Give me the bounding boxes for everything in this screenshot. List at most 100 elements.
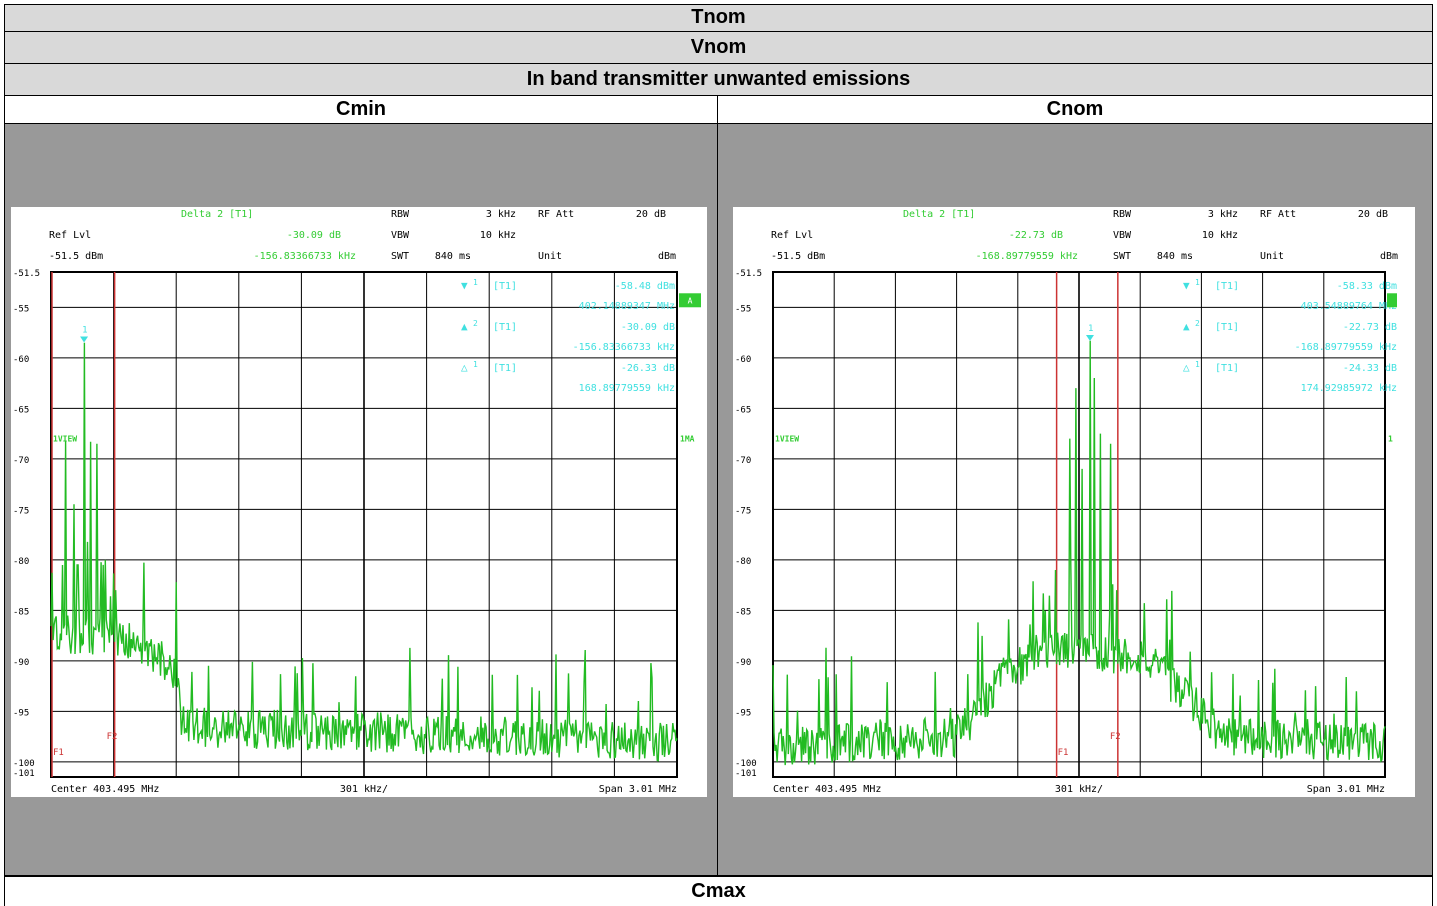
marker-symbol-icon: ▲ [1183, 320, 1190, 333]
y-tick-label: -70 [735, 456, 751, 466]
marker-number: 2 [1195, 319, 1200, 328]
trace-mode-label: 1MA [680, 435, 695, 444]
y-tick-label: -51.5 [13, 269, 40, 279]
vbw-label: VBW [1113, 230, 1132, 241]
y-tick-label: -85 [735, 607, 751, 617]
span-value: Span 3.01 MHz [1307, 784, 1385, 795]
vbw-value: 10 kHz [480, 230, 516, 241]
y-tick-label: -55 [735, 304, 751, 314]
marker-number: 1 [1195, 360, 1200, 369]
y-tick-label: -85 [13, 607, 29, 617]
vbw-label: VBW [391, 230, 410, 241]
y-tick-label: -55 [13, 304, 29, 314]
ref-level-value: -51.5 dBm [771, 251, 825, 262]
rf-att-label: RF Att [1260, 209, 1296, 220]
plot-background [11, 207, 707, 797]
delta-value: -22.73 dB [1009, 230, 1063, 241]
marker-frequency: 174.92985972 kHz [1301, 383, 1397, 394]
marker-symbol-icon: ▼ [461, 279, 468, 292]
a-badge: A [688, 296, 693, 305]
unit-value: dBm [1380, 251, 1398, 262]
y-tick-label: -95 [13, 708, 29, 718]
marker-value: -58.48 dBm [615, 281, 675, 292]
marker-symbol-icon: ▲ [461, 320, 468, 333]
marker-number: 1 [1195, 278, 1200, 287]
delta-marker-label: Delta 2 [T1] [903, 209, 975, 220]
marker-number: 1 [473, 278, 478, 287]
swt-label: SWT [391, 251, 409, 262]
spectrum-trace [50, 342, 678, 762]
row-cmax: Cmax [4, 876, 1433, 906]
y-tick-label: -75 [735, 506, 751, 516]
spectrum-trace [772, 340, 1386, 766]
swt-value: 840 ms [435, 251, 471, 262]
ref-level-label: Ref Lvl [49, 230, 91, 241]
delta-frequency: -156.83366733 kHz [254, 251, 356, 262]
y-tick-label: -100 [735, 759, 757, 769]
delta-value: -30.09 dB [287, 230, 341, 241]
marker-tag: [T1] [493, 281, 517, 292]
rf-att-label: RF Att [538, 209, 574, 220]
span-value: Span 3.01 MHz [599, 784, 677, 795]
y-tick-label: -65 [735, 405, 751, 415]
delta-marker-label: Delta 2 [T1] [181, 209, 253, 220]
marker-tag: [T1] [1215, 281, 1239, 292]
f2-label: F2 [1110, 732, 1121, 742]
marker-frequency: -156.83366733 kHz [573, 342, 675, 353]
y-tick-label: -70 [13, 456, 29, 466]
marker-symbol-icon: ▼ [1183, 279, 1190, 292]
title-row-tnom: Tnom [4, 4, 1433, 31]
title-row-vnom: Vnom [4, 31, 1433, 63]
swt-value: 840 ms [1157, 251, 1193, 262]
rbw-value: 3 kHz [486, 209, 516, 220]
swt-label: SWT [1113, 251, 1131, 262]
spectrum-plot-cnom: Delta 2 [T1] -22.73 dB -168.89779559 kHz Re… [733, 207, 1415, 797]
plot-background [733, 207, 1415, 797]
column-header-cmin: Cmin [4, 95, 718, 124]
a-badge-bg [679, 293, 701, 308]
y-tick-label: -90 [735, 658, 751, 668]
marker-number: 2 [473, 319, 478, 328]
y-tick-label: -101 [13, 769, 35, 779]
marker-value: -58.33 dBm [1337, 281, 1397, 292]
vbw-value: 10 kHz [1202, 230, 1238, 241]
view-label: 1VIEW [53, 435, 77, 444]
y-tick-label: -95 [735, 708, 751, 718]
y-tick-label: -80 [13, 557, 29, 567]
rf-att-value: 20 dB [1358, 209, 1388, 220]
y-tick-label: -100 [13, 759, 35, 769]
marker-tag: [T1] [493, 363, 517, 374]
center-frequency: Center 403.495 MHz [773, 784, 881, 795]
marker-number: 1 [473, 360, 478, 369]
ref-level-label: Ref Lvl [771, 230, 813, 241]
unit-value: dBm [658, 251, 676, 262]
peak-marker-icon [80, 336, 89, 343]
marker-frequency: 168.89779559 kHz [579, 383, 675, 394]
marker-symbol-icon: △ [461, 361, 468, 374]
trace-mode-label: 1 [1388, 435, 1393, 444]
marker-value: -30.09 dB [621, 322, 675, 333]
y-tick-label: -65 [13, 405, 29, 415]
a-badge-bg [1387, 293, 1397, 308]
delta-frequency: -168.89779559 kHz [976, 251, 1078, 262]
y-tick-label: -101 [735, 769, 757, 779]
peak-marker-num: 1 [82, 325, 87, 335]
f1-label: F1 [1058, 748, 1069, 758]
marker-symbol-icon: △ [1183, 361, 1190, 374]
marker-frequency: 402.14889347 MHz [579, 301, 675, 312]
peak-marker-icon [1085, 334, 1094, 341]
rf-att-value: 20 dB [636, 209, 666, 220]
ref-level-value: -51.5 dBm [49, 251, 103, 262]
peak-marker-num: 1 [1088, 324, 1093, 334]
marker-value: -22.73 dB [1343, 322, 1397, 333]
center-frequency: Center 403.495 MHz [51, 784, 159, 795]
marker-value: -24.33 dB [1343, 363, 1397, 374]
marker-tag: [T1] [493, 322, 517, 333]
marker-tag: [T1] [1215, 322, 1239, 333]
unit-label: Unit [1260, 251, 1284, 262]
rbw-value: 3 kHz [1208, 209, 1238, 220]
per-division: 301 kHz/ [1055, 784, 1103, 795]
y-tick-label: -75 [13, 506, 29, 516]
view-label: 1VIEW [775, 435, 799, 444]
y-tick-label: -60 [735, 355, 751, 365]
